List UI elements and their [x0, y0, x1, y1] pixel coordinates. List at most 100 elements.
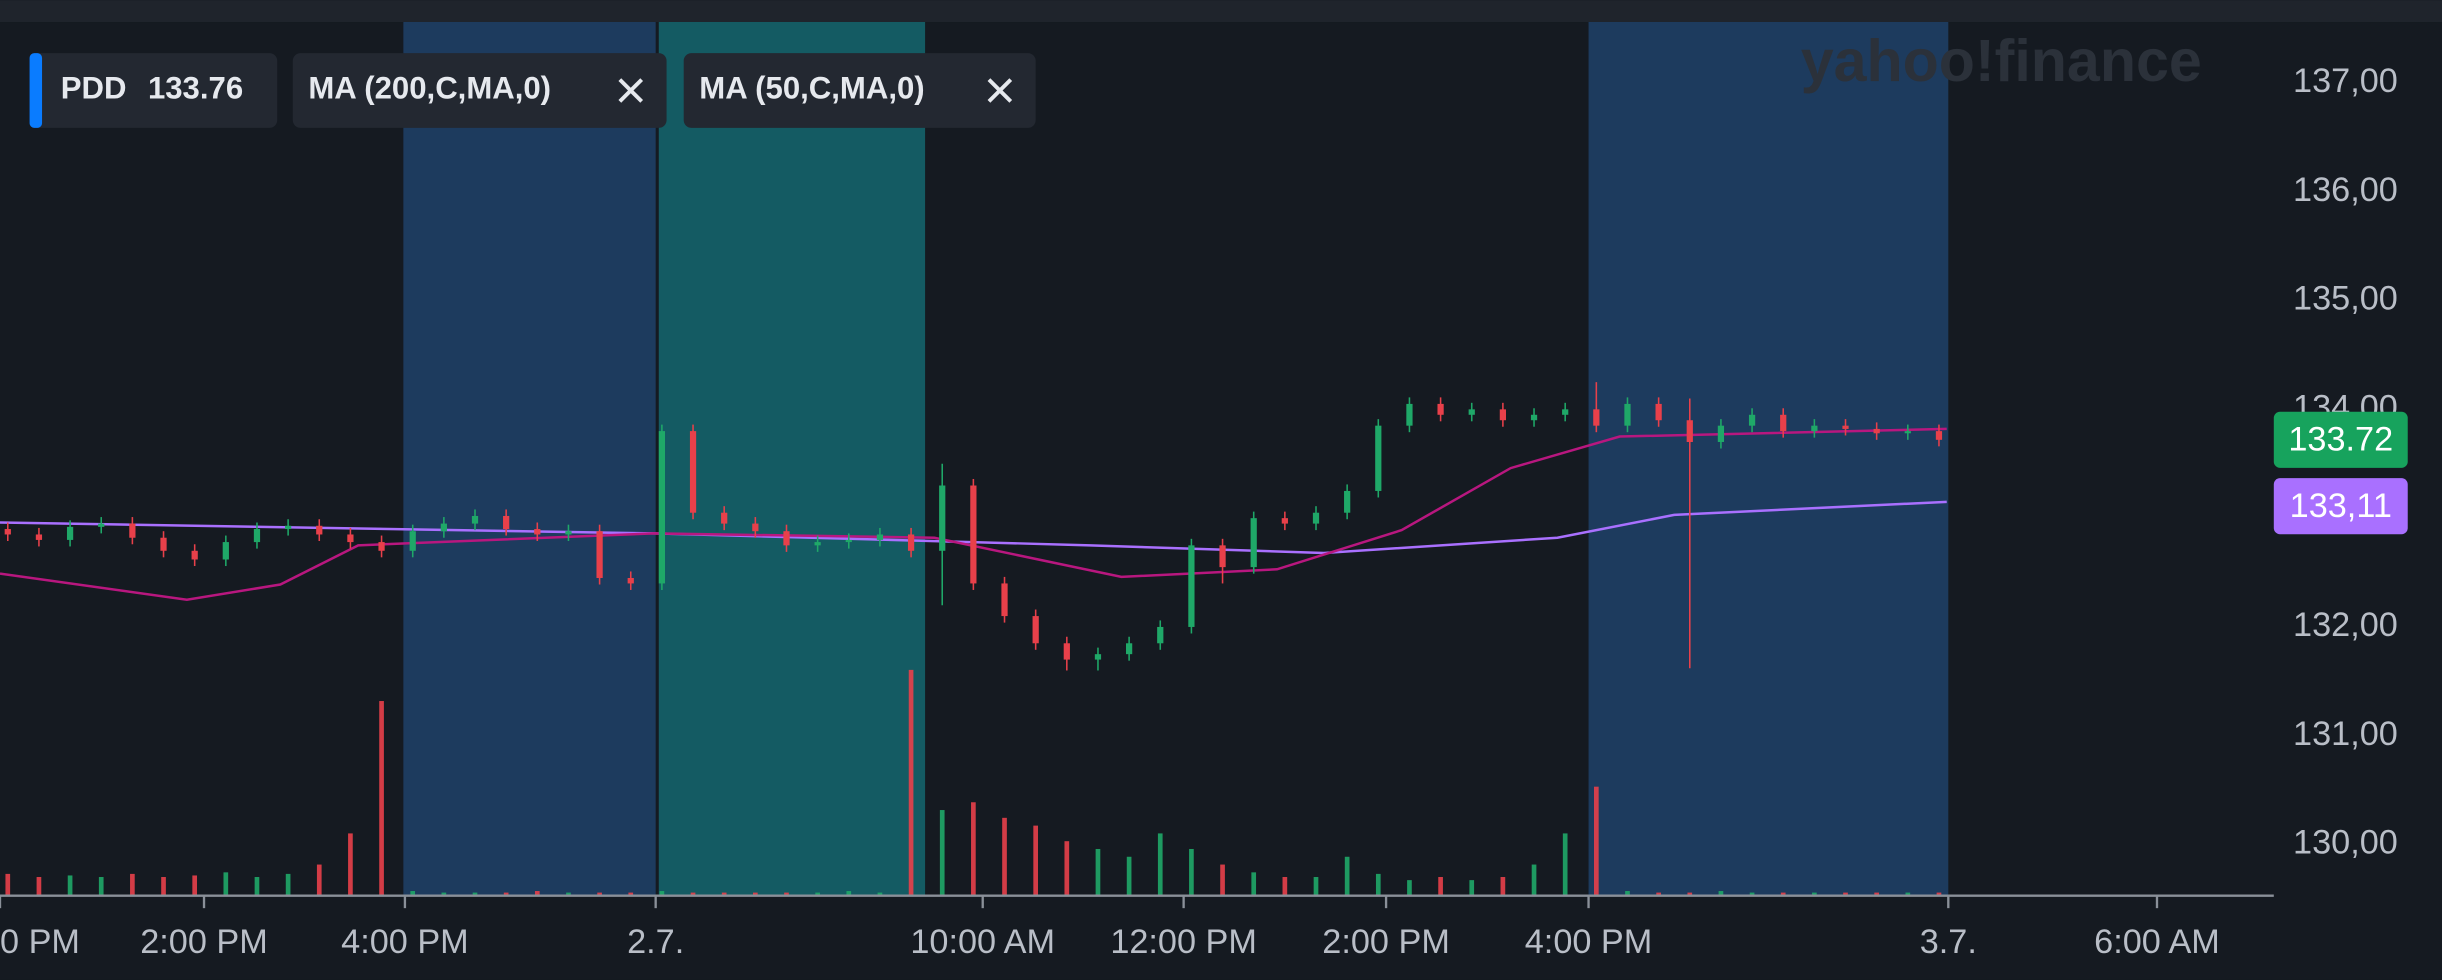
volume-bar	[1874, 892, 1880, 896]
y-tick-label: 137,00	[2293, 62, 2398, 100]
candle-body	[1001, 583, 1008, 617]
volume-bar	[1375, 873, 1381, 896]
chip-accent	[29, 53, 43, 128]
candle-body	[160, 537, 167, 551]
volume-bar	[659, 891, 665, 896]
candle-body	[1063, 643, 1070, 660]
volume-bar	[534, 891, 540, 896]
y-tick-label: 130,00	[2293, 824, 2398, 862]
volume-bar	[1936, 892, 1942, 896]
volume-bar	[1749, 892, 1755, 896]
candle-body	[1032, 616, 1039, 644]
volume-bar	[316, 864, 322, 896]
x-tick-label: 2:00 PM	[140, 923, 268, 961]
legend-label: MA (200,C,MA,0)	[308, 71, 551, 106]
volume-bar	[36, 877, 42, 896]
candle-body	[66, 526, 74, 540]
volume-bar	[597, 892, 602, 896]
candle-body	[1935, 431, 1943, 440]
x-tick-label: 2.7.	[627, 923, 684, 961]
volume-bar	[846, 891, 852, 896]
volume-bar	[410, 891, 416, 896]
close-icon[interactable]	[987, 78, 1013, 103]
price-tag-label: 133,11	[2290, 487, 2392, 525]
candle-body	[1125, 643, 1133, 655]
candle-body	[1188, 545, 1195, 627]
candle-body	[627, 577, 634, 584]
volume-bar	[566, 892, 571, 896]
volume-bar	[1220, 864, 1225, 896]
volume-bar	[628, 892, 634, 896]
candle-body	[35, 534, 43, 540]
candle-body	[4, 529, 11, 535]
candle-body	[752, 523, 759, 532]
chip-bg	[683, 53, 1036, 128]
price-tag-bg	[2273, 411, 2408, 468]
candle-body	[1624, 403, 1631, 426]
volume-bar	[130, 873, 135, 896]
candle-body	[1499, 409, 1507, 421]
volume-bar	[1469, 880, 1475, 896]
candle-body	[783, 531, 790, 546]
candle-body	[253, 529, 261, 543]
volume-bar	[161, 877, 166, 896]
candle-body	[845, 539, 852, 543]
volume-bar	[348, 833, 353, 896]
candle-body	[814, 542, 821, 546]
candle-body	[1406, 403, 1413, 426]
symbol-chip[interactable]: PDD 133.76	[29, 53, 278, 128]
x-tick-label: 0 PM	[0, 923, 80, 961]
volume-bar	[1718, 891, 1724, 896]
volume-bar	[285, 873, 291, 896]
candle-body	[1250, 518, 1257, 568]
candle-body	[1593, 409, 1600, 426]
volume-bar	[784, 892, 789, 896]
volume-bar	[1189, 848, 1194, 896]
candle-body	[658, 431, 666, 584]
candle-body	[565, 531, 572, 535]
candle-body	[316, 525, 323, 535]
candle-body	[1375, 425, 1382, 491]
volume-bar	[721, 892, 727, 896]
volume-bar	[1780, 892, 1786, 896]
volume-bar	[815, 892, 820, 896]
volume-bar	[67, 875, 73, 896]
candle-body	[1686, 420, 1693, 442]
volume-bar	[5, 873, 11, 896]
x-tick-label: 4:00 PM	[341, 923, 469, 961]
close-icon[interactable]	[618, 78, 644, 103]
candle-body	[907, 534, 915, 551]
indicator-chip[interactable]: MA (50,C,MA,0)	[683, 53, 1036, 128]
volume-bar	[1812, 892, 1817, 896]
volume-bar	[1438, 877, 1443, 896]
candle-body	[1094, 654, 1102, 660]
candle-body	[129, 523, 136, 538]
last-price: 133.76	[148, 71, 243, 106]
symbol: PDD	[61, 71, 127, 106]
candle-body	[378, 542, 385, 551]
volume-bar	[192, 875, 198, 896]
y-tick-label: 131,00	[2293, 715, 2398, 753]
volume-bar	[1625, 891, 1630, 896]
volume-bar	[753, 892, 758, 896]
candle-body	[471, 515, 479, 524]
volume-bar	[472, 892, 478, 896]
candle-body	[596, 531, 603, 578]
candle-body	[1344, 490, 1351, 513]
candle-body	[1780, 414, 1787, 432]
session-shade	[403, 22, 656, 896]
x-tick-label: 4:00 PM	[1525, 923, 1653, 961]
chip-bg	[29, 53, 278, 128]
volume-bar	[1064, 841, 1070, 896]
volume-bar	[1531, 864, 1537, 896]
x-tick-label: 2:00 PM	[1322, 923, 1450, 961]
session-shade	[1588, 22, 1949, 896]
candle-body	[222, 542, 229, 560]
indicator-chip[interactable]: MA (200,C,MA,0)	[292, 53, 667, 128]
y-tick-label: 132,00	[2293, 606, 2398, 644]
chip-bg	[292, 53, 667, 128]
volume-bar	[939, 810, 945, 896]
candle-body	[1748, 414, 1756, 426]
